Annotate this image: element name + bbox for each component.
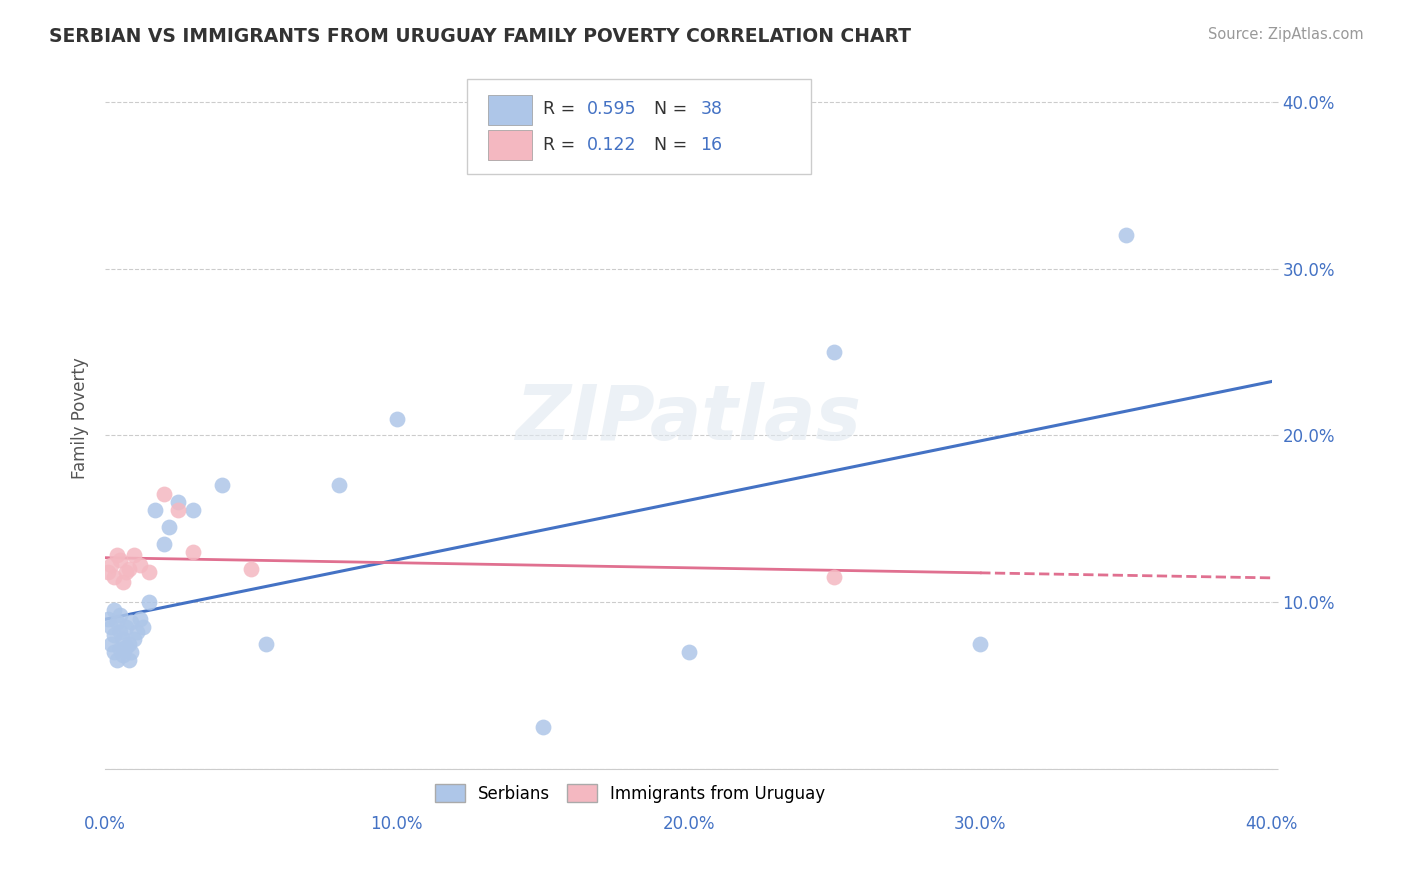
Point [181, 503, 204, 517]
Text: R =: R = [543, 136, 581, 153]
Point [103, 570, 125, 584]
Point [111, 648, 134, 663]
Text: 38: 38 [700, 100, 723, 118]
Point [108, 608, 131, 623]
Point [103, 603, 125, 617]
Text: N =: N = [654, 100, 692, 118]
Text: 30.0%: 30.0% [953, 815, 1007, 833]
Point [143, 503, 166, 517]
Point [127, 624, 149, 639]
Point [124, 548, 146, 562]
Legend: Serbians, Immigrants from Uruguay: Serbians, Immigrants from Uruguay [429, 778, 832, 809]
Point [103, 645, 125, 659]
Point [114, 565, 136, 579]
Point [117, 561, 139, 575]
Point [132, 620, 155, 634]
Text: R =: R = [543, 100, 581, 118]
Point [152, 486, 174, 500]
Text: 0.0%: 0.0% [84, 815, 127, 833]
Point [100, 620, 122, 634]
Point [385, 411, 408, 425]
Text: ZIPatlas: ZIPatlas [516, 382, 862, 456]
Point [105, 615, 128, 629]
Point [129, 611, 152, 625]
Point [969, 637, 991, 651]
Point [167, 495, 190, 509]
Point [138, 565, 160, 579]
Point [167, 503, 190, 517]
Text: 10.0%: 10.0% [371, 815, 423, 833]
Point [97, 611, 120, 625]
Text: N =: N = [654, 136, 692, 153]
Point [240, 561, 263, 575]
Point [111, 574, 134, 589]
Text: Source: ZipAtlas.com: Source: ZipAtlas.com [1208, 27, 1364, 42]
Point [328, 478, 350, 492]
Text: 16: 16 [700, 136, 723, 153]
Point [108, 624, 131, 639]
Point [129, 558, 152, 573]
Point [531, 720, 554, 734]
Point [211, 478, 233, 492]
Point [108, 641, 131, 656]
Text: 40.0%: 40.0% [1246, 815, 1298, 833]
Point [114, 620, 136, 634]
Point [823, 570, 845, 584]
Point [823, 344, 845, 359]
FancyBboxPatch shape [467, 79, 811, 174]
Point [152, 536, 174, 550]
Point [678, 645, 700, 659]
Point [254, 637, 277, 651]
FancyBboxPatch shape [488, 130, 533, 160]
Text: 0.595: 0.595 [588, 100, 637, 118]
Text: 0.122: 0.122 [588, 136, 637, 153]
Point [105, 548, 128, 562]
Point [105, 653, 128, 667]
Point [121, 645, 143, 659]
Point [157, 520, 180, 534]
Y-axis label: Family Poverty: Family Poverty [72, 358, 89, 479]
Point [111, 632, 134, 646]
Point [181, 545, 204, 559]
Point [124, 632, 146, 646]
Point [114, 640, 136, 654]
Point [100, 637, 122, 651]
Text: 20.0%: 20.0% [662, 815, 714, 833]
FancyBboxPatch shape [488, 95, 533, 125]
Point [138, 595, 160, 609]
Point [108, 553, 131, 567]
Point [117, 637, 139, 651]
Text: SERBIAN VS IMMIGRANTS FROM URUGUAY FAMILY POVERTY CORRELATION CHART: SERBIAN VS IMMIGRANTS FROM URUGUAY FAMIL… [49, 27, 911, 45]
Point [1115, 228, 1137, 243]
Point [117, 653, 139, 667]
Point [103, 628, 125, 642]
Point [121, 615, 143, 629]
Point [97, 565, 120, 579]
Point [100, 558, 122, 573]
